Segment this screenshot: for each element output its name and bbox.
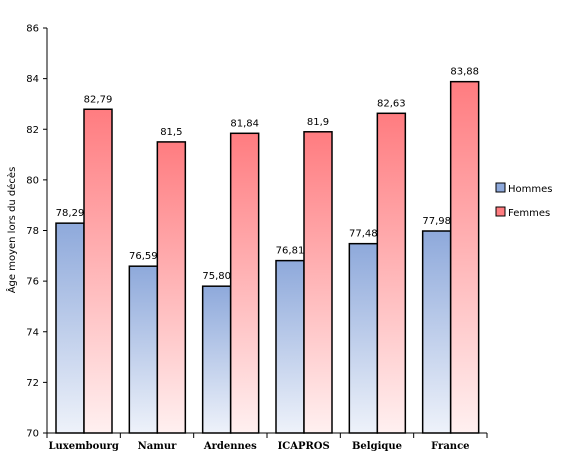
data-label: 77,48 [349, 229, 378, 240]
bars [55, 80, 480, 434]
x-category-label: Belgique [352, 441, 402, 452]
data-labels: 78,29 82,79 76,59 81,5 75,80 81,84 76,81 81,9 77… [56, 67, 479, 283]
legend-label-hommes: Hommes [508, 184, 552, 195]
y-tick-label: 86 [26, 24, 39, 35]
bar-femmes-luxembourg [83, 108, 113, 434]
bar-hommes-france [421, 230, 452, 434]
data-label: 78,29 [56, 208, 85, 219]
bar-hommes-icapros [275, 259, 305, 434]
bar-femmes-ardennes [229, 132, 260, 434]
bar-femmes-france [449, 80, 480, 434]
data-label: 82,79 [84, 94, 113, 105]
x-category-label: France [431, 441, 469, 452]
y-tick-label: 74 [26, 327, 39, 338]
data-label: 81,84 [230, 118, 259, 129]
x-axis-categories: Luxembourg Namur Ardennes ICAPROS Belgique Fr… [46, 433, 488, 452]
legend: Hommes Femmes [495, 182, 552, 219]
y-axis-ticks: 70 72 74 76 78 80 82 84 86 [26, 24, 47, 440]
x-category-label: Luxembourg [48, 441, 118, 452]
y-tick-label: 78 [26, 226, 39, 237]
bar-hommes-ardennes [201, 285, 232, 434]
data-label: 81,5 [160, 127, 182, 138]
bar-femmes-icapros [303, 131, 333, 434]
y-tick-label: 84 [26, 74, 39, 85]
y-tick-label: 70 [26, 429, 39, 440]
data-label: 77,98 [422, 216, 451, 227]
data-label: 76,59 [129, 251, 158, 262]
legend-swatch-femmes [495, 206, 506, 217]
x-category-label: ICAPROS [278, 441, 330, 452]
legend-label-femmes: Femmes [508, 208, 550, 219]
bar-femmes-belgique [376, 112, 407, 434]
data-label: 81,9 [307, 117, 329, 128]
y-tick-label: 80 [26, 175, 39, 186]
bar-hommes-namur [128, 265, 159, 434]
bar-hommes-luxembourg [55, 222, 85, 434]
data-label: 83,88 [450, 67, 479, 78]
y-tick-label: 82 [26, 125, 39, 136]
y-tick-label: 72 [26, 378, 39, 389]
y-axis-title: Âge moyen lors du décès [5, 167, 18, 294]
data-label: 76,81 [276, 246, 305, 257]
x-category-label: Namur [138, 441, 177, 452]
y-tick-label: 76 [26, 277, 39, 288]
bar-hommes-belgique [348, 242, 379, 434]
data-label: 82,63 [377, 98, 406, 109]
legend-swatch-hommes [495, 182, 506, 193]
x-category-label: Ardennes [203, 441, 257, 452]
data-label: 75,80 [202, 271, 231, 282]
bar-femmes-namur [156, 141, 187, 434]
